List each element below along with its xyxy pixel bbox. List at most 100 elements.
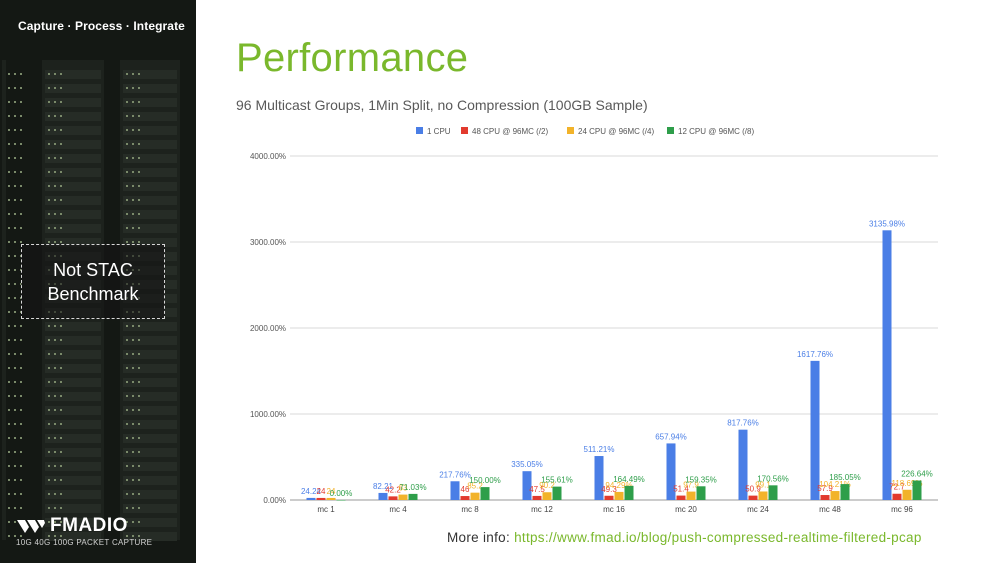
stac-notice-line: Not STAC [53,260,133,280]
bar-data-label: 24 [317,487,326,496]
legend-entry: 1 CPU [427,127,451,136]
chart-subtitle: 96 Multicast Groups, 1Min Split, no Comp… [236,97,648,113]
bar-data-label: 817.76% [727,419,759,428]
bar [738,429,748,500]
bar-data-label: 3135.98% [869,219,905,228]
y-tick-label: 0.00% [263,496,286,505]
more-info-label: More info: [447,530,511,545]
brand-logo: FMADIO 10G 40G 100G PACKET CAPTURE [16,515,152,547]
brand-name: FMADIO [50,515,128,536]
bar-data-label: 1617.76% [797,350,833,359]
bar-data-label: 72.7 [889,483,905,492]
bar [480,487,490,500]
bar-data-label: 99.1 [755,480,771,489]
brand-subtitle: 10G 40G 100G PACKET CAPTURE [16,538,153,547]
bar-data-label: 185.05% [829,473,861,482]
bar-data-label: 71.03% [399,483,426,492]
bar-data-label: 511.21% [584,445,615,454]
legend-swatch [461,127,468,134]
bar [316,497,326,500]
more-info-line: More info: https://www.fmad.io/blog/push… [447,530,922,545]
more-info-link[interactable]: https://www.fmad.io/blog/push-compressed… [514,530,922,545]
tagline: Capture · Process · Integrate [18,19,185,33]
bar-data-label: 63 [399,484,408,493]
y-tick-label: 2000.00% [250,324,286,333]
bar-data-label: 94.29% [605,481,632,490]
y-tick-label: 4000.00% [250,152,286,161]
bar [378,492,388,500]
bar-data-label: 155.61% [541,476,573,485]
bar [768,485,778,500]
bar [696,486,706,500]
bar [336,500,346,501]
bar-data-label: 118.69% [892,479,923,488]
y-tick-label: 3000.00% [250,238,286,247]
bar [758,491,768,500]
x-tick-label: mc 8 [461,505,479,514]
legend-swatch [667,127,674,134]
bar [666,443,676,500]
bar [306,497,316,500]
bar-data-label: 57.9 [817,484,833,493]
bar [408,493,418,500]
bar-data-label: 150.00% [469,476,501,485]
bar [542,492,552,500]
bar-data-label: 170.56% [757,474,789,483]
x-tick-label: mc 48 [819,505,841,514]
bar [470,492,480,500]
y-tick-label: 1000.00% [250,410,286,419]
x-tick-label: mc 20 [675,505,697,514]
bar [912,480,922,500]
bar [450,481,460,500]
bar-data-label: 159.35% [685,475,717,484]
slide-title: Performance [236,36,469,80]
x-tick-label: mc 12 [531,505,553,514]
bar [892,493,902,500]
bar-data-label: 46 [461,485,470,494]
legend-swatch [567,127,574,134]
bar-data-label: 90.2 [539,481,555,490]
bar [810,360,820,500]
bar [902,489,912,500]
bar-data-label: 24 [327,487,336,496]
bar [388,496,398,500]
bar-data-label: 42.2 [385,485,401,494]
stac-notice-box: Not STAC Benchmark [21,244,165,319]
bar-data-label: 657.94% [655,432,687,441]
bar [594,456,604,500]
bar-data-label: 49.3 [601,485,617,494]
bar-data-label: 85.2 [467,482,483,491]
bar [748,495,758,500]
bar [522,471,532,500]
bar [326,497,336,500]
bar [532,495,542,500]
legend-entry: 48 CPU @ 96MC (/2) [472,127,548,136]
x-tick-label: mc 16 [603,505,625,514]
bar-data-label: 47.5 [529,485,545,494]
bar-data-label: 104.21% [819,480,851,489]
bar [614,491,624,500]
bar-data-label: 164.49% [613,475,645,484]
x-tick-label: mc 4 [389,505,407,514]
bar-data-label: 50.9 [745,485,761,494]
bar [882,230,892,500]
performance-bar-chart: 1 CPU 48 CPU @ 96MC (/2) 24 CPU @ 96MC (/4… [250,127,938,514]
sidebar-panel: Capture · Process · Integrate Not STAC B… [0,0,196,563]
bar-data-label: 335.05% [511,460,543,469]
bar-data-label: 82.21 [373,482,394,491]
bar [676,495,686,500]
bar [624,485,634,500]
bar [398,494,408,500]
chart-legend: 1 CPU 48 CPU @ 96MC (/2) 24 CPU @ 96MC (/4… [416,127,754,136]
legend-entry: 24 CPU @ 96MC (/4) [578,127,654,136]
bar-data-label: 217.76% [439,470,471,479]
bar [552,486,562,500]
fmadio-wing-icon [17,520,45,533]
bar [604,495,614,500]
bar [460,496,470,500]
stac-notice-line: Benchmark [47,284,139,304]
bar [686,491,696,500]
bar-data-label: 51.4 [673,485,689,494]
legend-entry: 12 CPU @ 96MC (/8) [678,127,754,136]
bar-data-label: 0.00% [330,489,353,498]
